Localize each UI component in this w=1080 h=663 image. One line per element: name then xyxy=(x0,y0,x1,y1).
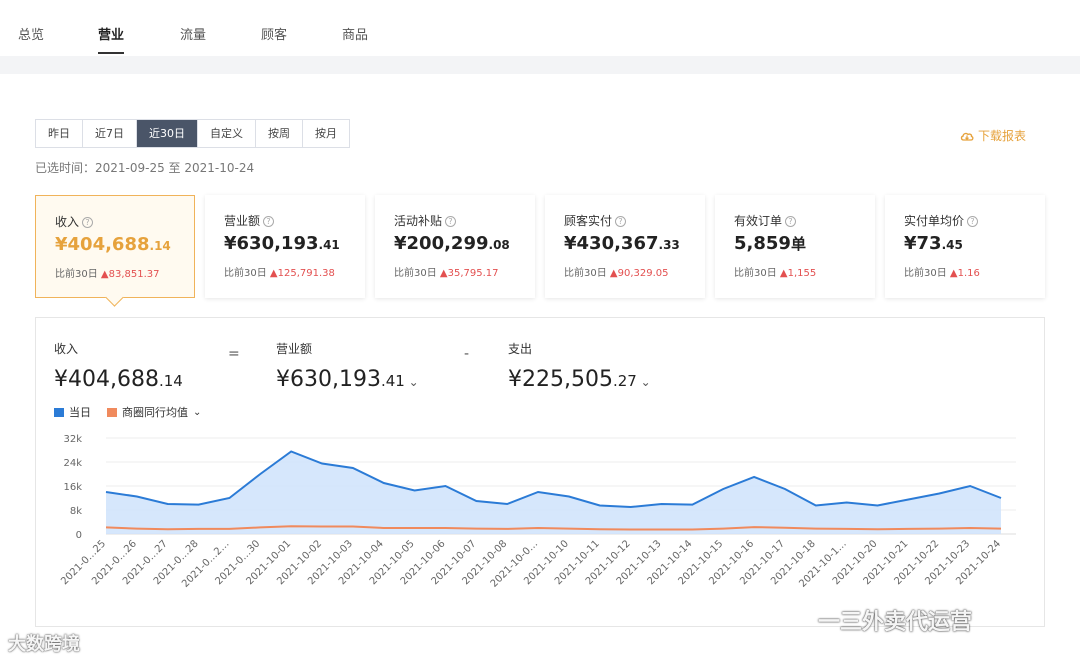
income-trend-chart: 08k16k24k32k2021-0…252021-0…262021-0…272… xyxy=(59,434,1016,590)
range-30days-button[interactable]: 近30日 xyxy=(137,120,198,147)
kpi-label: 活动补贴 xyxy=(394,214,443,228)
kpi-value: ¥630,193.41 xyxy=(224,233,340,254)
income-detail-panel: 收入 ¥404,688.14 = 营业额 ¥630,193.41 ⌄ - 支出 … xyxy=(35,317,1045,627)
kpi-value: ¥430,367.33 xyxy=(564,233,680,254)
watermark-left: 大数跨境 xyxy=(8,634,80,655)
y-tick-label: 16k xyxy=(63,482,82,493)
download-report-button[interactable]: 下载报表 xyxy=(960,127,1026,144)
selected-time-range: 已选时间：2021-09-25 至 2021-10-24 xyxy=(35,161,255,175)
kpi-label: 实付单均价 xyxy=(904,214,965,228)
kpi-compare: 比前30日 ▲83,851.37 xyxy=(55,269,160,280)
chevron-down-icon[interactable]: ⌄ xyxy=(404,375,419,389)
revenue-dropdown[interactable]: ¥630,193.41 ⌄ xyxy=(276,367,419,392)
section-divider xyxy=(0,56,1080,74)
kpi-card-customer-paid[interactable]: 顾客实付? ¥430,367.33 比前30日 ▲90,329.05 xyxy=(545,195,705,298)
help-icon[interactable]: ? xyxy=(615,216,627,227)
kpi-value: ¥73.45 xyxy=(904,233,963,254)
y-tick-label: 32k xyxy=(63,434,82,445)
help-icon[interactable]: ? xyxy=(967,216,979,227)
arrow-up-icon: ▲ xyxy=(949,268,958,279)
formula-income: 收入 ¥404,688.14 xyxy=(54,342,183,392)
arrow-up-icon: ▲ xyxy=(269,268,278,279)
kpi-label: 顾客实付 xyxy=(564,214,613,228)
range-weekly-button[interactable]: 按周 xyxy=(256,120,303,147)
kpi-card-income[interactable]: 收入? ¥404,688.14 比前30日 ▲83,851.37 xyxy=(35,195,195,298)
help-icon[interactable]: ? xyxy=(82,217,94,228)
tab-customers[interactable]: 顾客 xyxy=(261,28,288,43)
range-monthly-button[interactable]: 按月 xyxy=(303,120,349,147)
chevron-down-icon[interactable]: ⌄ xyxy=(193,406,202,418)
legend-swatch xyxy=(54,407,64,417)
equals-sign: = xyxy=(228,346,240,362)
kpi-value: ¥404,688.14 xyxy=(55,234,171,255)
expense-dropdown[interactable]: ¥225,505.27 ⌄ xyxy=(508,367,651,392)
series-today-line xyxy=(105,450,1002,509)
range-yesterday-button[interactable]: 昨日 xyxy=(36,120,83,147)
kpi-compare: 比前30日 ▲1,155 xyxy=(734,268,817,279)
kpi-compare: 比前30日 ▲125,791.38 xyxy=(224,268,335,279)
range-7days-button[interactable]: 近7日 xyxy=(83,120,137,147)
kpi-label: 营业额 xyxy=(224,214,261,228)
watermark-right: 一三外卖代运营 xyxy=(818,610,973,635)
kpi-card-valid-orders[interactable]: 有效订单? 5,859单 比前30日 ▲1,155 xyxy=(715,195,875,298)
arrow-up-icon: ▲ xyxy=(100,269,109,280)
y-tick-label: 0 xyxy=(76,530,82,541)
series-peer-line xyxy=(105,525,1002,531)
date-range-selector: 昨日 近7日 近30日 自定义 按周 按月 xyxy=(35,119,350,148)
kpi-label: 有效订单 xyxy=(734,214,783,228)
tab-traffic[interactable]: 流量 xyxy=(180,28,207,43)
formula-expense: 支出 ¥225,505.27 ⌄ xyxy=(508,342,651,392)
kpi-label: 收入 xyxy=(55,215,80,229)
y-tick-label: 24k xyxy=(63,458,82,469)
arrow-up-icon: ▲ xyxy=(609,268,618,279)
cloud-download-icon xyxy=(960,132,974,141)
formula-revenue: 营业额 ¥630,193.41 ⌄ xyxy=(276,342,419,392)
help-icon[interactable]: ? xyxy=(263,216,275,227)
help-icon[interactable]: ? xyxy=(785,216,797,227)
kpi-card-avg-order-price[interactable]: 实付单均价? ¥73.45 比前30日 ▲1.16 xyxy=(885,195,1045,298)
tab-overview[interactable]: 总览 xyxy=(18,28,45,43)
kpi-compare: 比前30日 ▲90,329.05 xyxy=(564,268,669,279)
minus-sign: - xyxy=(464,346,470,362)
tab-business[interactable]: 营业 xyxy=(98,24,125,54)
legend-item-peer[interactable]: 商圈同行均值 ⌄ xyxy=(107,404,201,420)
chart-legend: 当日 商圈同行均值 ⌄ xyxy=(54,404,201,420)
download-report-label: 下载报表 xyxy=(978,129,1027,143)
help-icon[interactable]: ? xyxy=(445,216,457,227)
kpi-compare: 比前30日 ▲1.16 xyxy=(904,268,980,279)
kpi-compare: 比前30日 ▲35,795.17 xyxy=(394,268,499,279)
kpi-value: ¥200,299.08 xyxy=(394,233,510,254)
series-today-area xyxy=(106,451,1001,534)
chevron-down-icon[interactable]: ⌄ xyxy=(636,375,651,389)
arrow-up-icon: ▲ xyxy=(779,268,788,279)
kpi-card-revenue[interactable]: 营业额? ¥630,193.41 比前30日 ▲125,791.38 xyxy=(205,195,365,298)
top-navigation: 总览 营业 流量 顾客 商品 xyxy=(0,0,1080,56)
legend-item-today[interactable]: 当日 xyxy=(54,404,91,420)
tab-products[interactable]: 商品 xyxy=(342,28,369,43)
arrow-up-icon: ▲ xyxy=(439,268,448,279)
range-custom-button[interactable]: 自定义 xyxy=(198,120,256,147)
kpi-card-subsidy[interactable]: 活动补贴? ¥200,299.08 比前30日 ▲35,795.17 xyxy=(375,195,535,298)
legend-swatch xyxy=(107,407,117,417)
kpi-value: 5,859单 xyxy=(734,233,806,254)
y-tick-label: 8k xyxy=(70,506,82,517)
